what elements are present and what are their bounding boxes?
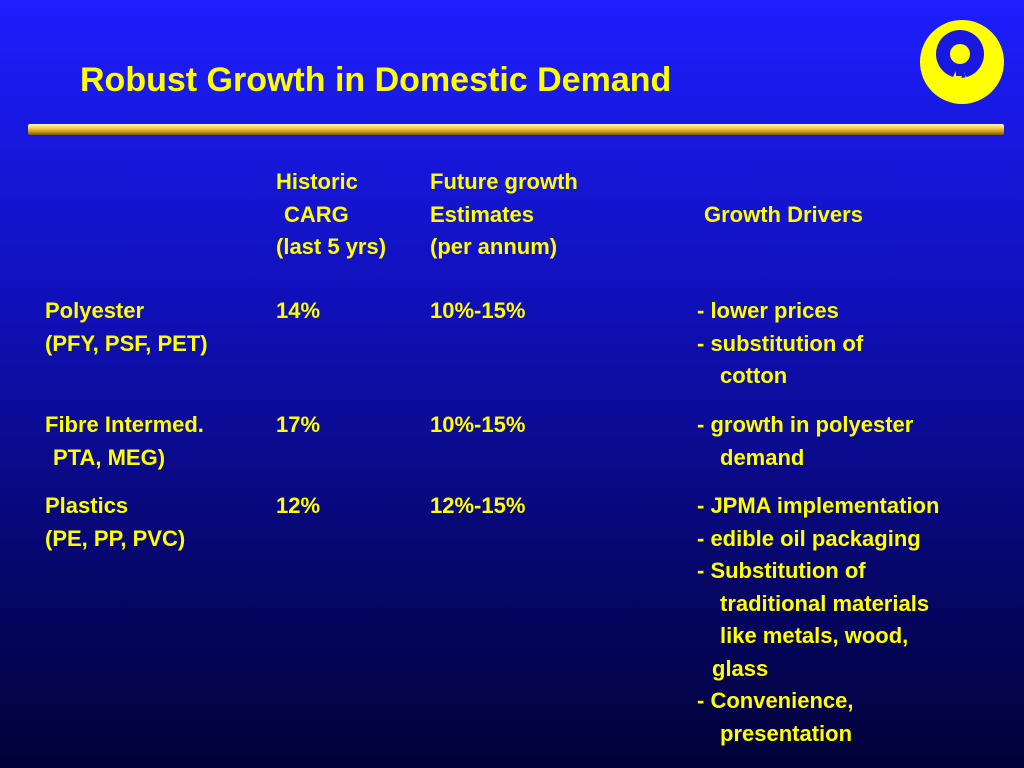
title-divider — [28, 124, 1004, 135]
row-polyester-driver: - substitution of — [697, 330, 864, 356]
row-fibre-driver: demand — [720, 444, 805, 470]
header-historic-line-3: (last 5 yrs) — [276, 234, 387, 259]
row-plastics-driver: like metals, wood, — [720, 623, 909, 648]
header-historic-line-1: Historic — [276, 169, 358, 194]
row-fibre-historic: 17% — [276, 412, 321, 437]
row-plastics-driver: - Convenience, — [697, 688, 854, 713]
row-plastics-driver: - JPMA implementation — [697, 493, 940, 518]
header-future-line-3: (per annum) — [430, 234, 558, 259]
row-fibre-driver: - growth in polyester — [697, 412, 914, 437]
slide-title: Robust Growth in Domestic Demand — [80, 61, 672, 99]
row-plastics-driver: - edible oil packaging — [697, 525, 921, 551]
header-historic-line-2: CARG — [284, 201, 349, 227]
header-drivers: Growth Drivers — [704, 201, 863, 227]
row-polyester-driver: - lower prices — [697, 298, 839, 323]
row-fibre-future: 10%-15% — [430, 412, 526, 437]
row-fibre-subproducts: PTA, MEG) — [53, 444, 166, 470]
row-plastics-subproducts: (PE, PP, PVC) — [45, 525, 186, 551]
row-polyester-product: Polyester — [45, 298, 145, 323]
row-plastics-driver: glass — [712, 655, 769, 681]
row-polyester-historic: 14% — [276, 298, 321, 323]
row-fibre-product: Fibre Intermed. — [45, 412, 204, 437]
row-polyester-subproducts: (PFY, PSF, PET) — [45, 330, 208, 356]
reliance-logo-icon — [920, 20, 1004, 104]
row-polyester-driver: cotton — [720, 363, 788, 388]
header-future-line-1: Future growth — [430, 169, 578, 194]
row-plastics-driver: traditional materials — [720, 590, 930, 616]
row-polyester-future: 10%-15% — [430, 298, 526, 323]
row-plastics-historic: 12% — [276, 493, 321, 518]
row-plastics-product: Plastics — [45, 493, 129, 518]
row-plastics-driver: presentation — [720, 720, 853, 746]
header-future-line-2: Estimates — [430, 201, 534, 227]
row-plastics-driver: - Substitution of — [697, 558, 866, 583]
row-plastics-future: 12%-15% — [430, 493, 526, 518]
